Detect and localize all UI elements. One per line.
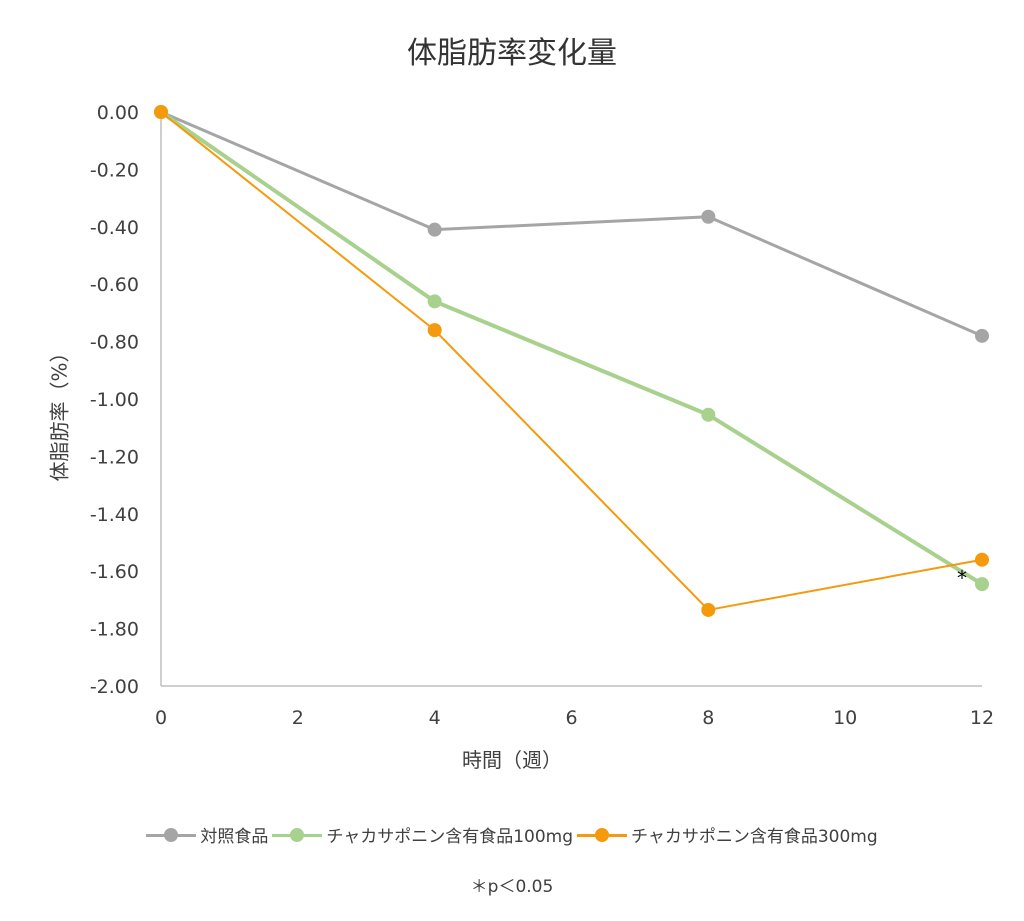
series-line-1 [159,110,984,586]
y-tick-label: -1.80 [90,619,139,641]
data-point [701,209,716,224]
y-tick-label: -1.40 [90,504,139,526]
y-tick-label: -1.60 [90,561,139,583]
y-tick-label: -1.20 [90,446,139,468]
data-point [975,552,989,567]
y-tick-label: 0.00 [97,102,139,124]
series-line-2 [160,111,983,611]
data-point [427,294,442,309]
y-axis-label: 体脂肪率（%） [47,342,72,482]
y-tick-label: -0.80 [90,332,139,354]
legend-swatch-300mg [577,826,627,844]
y-tick-label: -0.60 [90,274,139,296]
legend-item-300mg: チャカサポニン含有食品300mg [577,822,878,847]
x-tick-label: 4 [429,707,441,729]
series-line-0 [160,110,983,338]
legend: 対照食品 チャカサポニン含有食品100mg チャカサポニン含有食品300mg [0,822,1024,847]
y-tick-label: -2.00 [90,676,139,698]
data-point [701,407,716,422]
legend-label-300mg: チャカサポニン含有食品300mg [631,827,878,847]
data-point [975,328,989,343]
x-tick-label: 6 [565,707,577,729]
x-tick-label: 0 [155,707,167,729]
y-tick-label: -1.00 [90,389,139,411]
data-point [975,577,989,592]
x-tick-label: 10 [833,707,857,729]
x-tick-label: 8 [702,707,714,729]
y-tick-label: -0.40 [90,217,139,239]
legend-label-100mg: チャカサポニン含有食品100mg [326,827,573,847]
legend-item-100mg: チャカサポニン含有食品100mg [272,822,573,847]
chart-title: 体脂肪率変化量 [407,36,617,71]
annotation-layer: * [957,566,967,590]
x-tick-label: 12 [970,707,994,729]
legend-swatch-control [146,826,197,844]
x-tick-label: 2 [292,707,304,729]
legend-swatch-100mg [272,826,323,844]
y-tick-label: -0.20 [90,159,139,181]
data-point [427,323,442,338]
legend-label-control: 対照食品 [200,827,269,847]
x-axis-label: 時間（週） [462,748,562,772]
data-point [701,602,716,617]
data-point [154,105,168,119]
significance-marker: * [957,566,967,590]
significance-footnote: ＊p＜0.05 [470,877,554,897]
series-layer [154,105,989,617]
legend-item-control: 対照食品 [146,822,268,847]
x-axis-ticks: 0 2 4 6 8 10 12 [155,707,994,729]
data-point [427,222,442,237]
y-axis-ticks: 0.00 -0.20 -0.40 -0.60 -0.80 -1.00 -1.20 -1.40 -… [90,102,139,698]
